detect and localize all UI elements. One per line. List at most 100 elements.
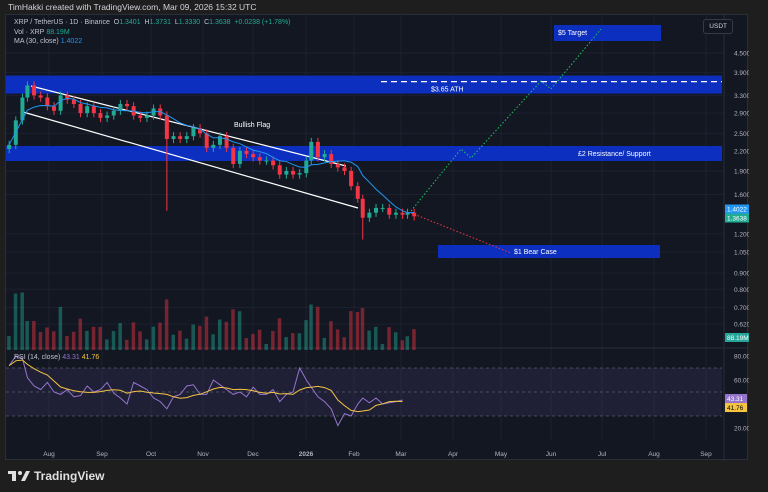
candle-body (322, 154, 327, 158)
time-tick-label: Aug (648, 451, 660, 458)
candle-body (7, 144, 12, 149)
volume-bar (7, 336, 11, 350)
volume-bar (204, 316, 209, 350)
volume-bar (393, 332, 398, 350)
target-zone (554, 25, 661, 41)
currency-button[interactable]: USDT (703, 19, 733, 34)
candle-body (171, 136, 176, 139)
volume-bar (412, 329, 416, 350)
candle-body (367, 212, 372, 218)
volume-bar (45, 327, 49, 350)
bearish-projection-line (410, 212, 512, 254)
candle-body (211, 144, 216, 148)
tradingview-logo-icon (8, 471, 30, 481)
volume-bar (198, 325, 202, 350)
volume-bar (349, 311, 353, 350)
candle-body (284, 170, 289, 175)
ma-legend: MA (30, close) 1.4022 (14, 38, 82, 45)
volume-bar (400, 340, 405, 350)
volume-bar (20, 292, 24, 350)
low-label: L (174, 19, 179, 26)
close-price-label: 1.3638 (727, 216, 747, 223)
rsi-tick-label: 60.00 (734, 378, 749, 385)
candle-body (191, 128, 196, 137)
volume-bar (304, 320, 308, 350)
volume-bar (125, 339, 129, 350)
volume-bar (297, 333, 302, 350)
change-value: +0.0238 (+1.78%) (234, 19, 291, 26)
volume-bar (118, 323, 122, 350)
price-tick-label: 3.3000 (734, 93, 749, 100)
ma-line (8, 97, 415, 214)
volume-label[interactable]: Vol · XRP (14, 29, 45, 36)
time-tick-label: Nov (197, 451, 209, 458)
candle-body (78, 103, 83, 114)
time-tick-label: Dec (247, 451, 259, 458)
candle-body (125, 103, 130, 107)
resistance-zone (6, 146, 722, 161)
resistance-label: £2 Resistance/ Support (578, 151, 651, 158)
rsi-price-label: 43.31 (727, 396, 744, 403)
volume-bar (251, 333, 255, 350)
volume-bar (271, 330, 275, 350)
candle-body (65, 95, 70, 100)
rsi-label[interactable]: RSI (14, close) (14, 354, 61, 361)
candle-body (32, 85, 37, 96)
time-tick-label: Mar (395, 451, 407, 458)
high-value: 1.3731 (149, 19, 171, 26)
target-label: $5 Target (558, 30, 587, 37)
ma-label[interactable]: MA (30, close) (14, 38, 59, 45)
candle-body (277, 165, 282, 175)
volume-bar (171, 334, 175, 350)
candle-body (251, 154, 256, 158)
candle-body (204, 133, 209, 148)
candle-body (291, 170, 296, 175)
candle-body (58, 95, 63, 111)
volume-bar (217, 319, 222, 350)
rsi-ma-value: 41.76 (81, 354, 100, 361)
volume-bar (13, 293, 18, 350)
volume-value: 88.19M (46, 29, 70, 36)
candle-body (71, 99, 76, 104)
volume-bar (105, 339, 109, 350)
volume-bar (85, 330, 89, 350)
volume-bar (98, 326, 102, 350)
bear-zone (438, 245, 660, 258)
volume-bar (237, 311, 242, 350)
ma-value: 1.4022 (60, 38, 83, 45)
volume-bar (367, 330, 371, 350)
volume-legend: Vol · XRP 88.19M (14, 29, 70, 36)
candle-body (342, 167, 347, 171)
candle-body (349, 170, 354, 187)
volume-bar (131, 322, 136, 350)
volume-bar (178, 330, 182, 350)
flag-label: Bullish Flag (234, 122, 270, 129)
candle-body (405, 212, 410, 215)
candle-body (38, 95, 43, 98)
ath-label: $3.65 ATH (431, 86, 464, 93)
symbol-name[interactable]: XRP / TetherUS · 1D · Binance (14, 19, 110, 26)
rsi-tick-label: 20.00 (734, 426, 749, 433)
credit-line: TimHakki created with TradingView.com, M… (8, 2, 257, 12)
brand-name: TradingView (34, 469, 105, 483)
close-price-label-bg (725, 213, 749, 223)
flag-lower-line (22, 111, 359, 209)
price-tick-label: 2.2000 (734, 148, 749, 155)
close-label: C (204, 19, 210, 26)
volume-bar (184, 338, 189, 350)
rsi-value: 43.31 (62, 354, 80, 361)
time-tick-label: Jun (546, 451, 557, 458)
candle-body (400, 212, 405, 215)
candle-body (20, 97, 25, 121)
volume-price-label-bg (725, 333, 749, 342)
volume-bar (224, 321, 229, 350)
candle-body (45, 97, 50, 107)
candle-body (25, 85, 30, 98)
volume-bar (355, 311, 360, 350)
candle-body (297, 173, 302, 175)
candle-body (257, 157, 262, 161)
candle-body (387, 207, 392, 215)
